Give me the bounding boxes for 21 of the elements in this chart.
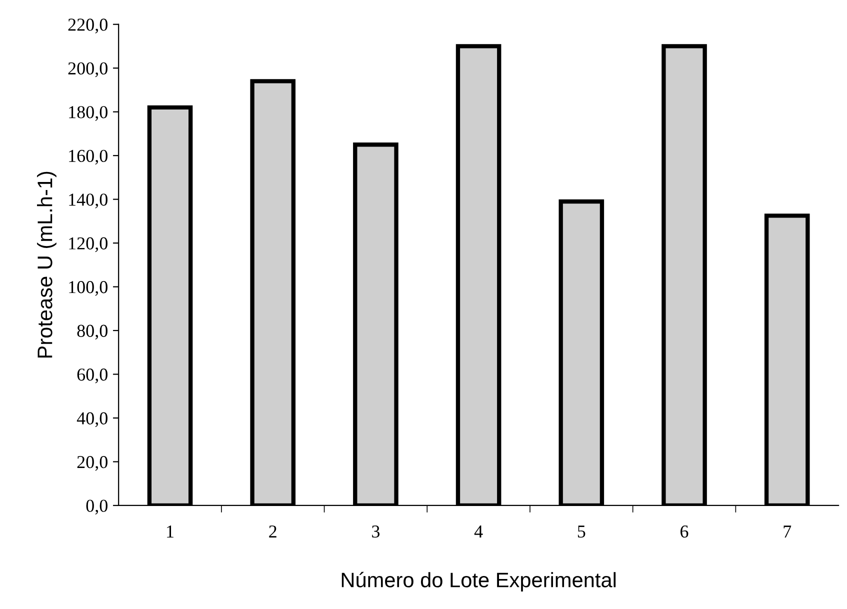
x-tick-label: 2 xyxy=(269,525,276,538)
y-axis-title: Protease U (mL.h-1) xyxy=(37,172,56,358)
y-tick-label: 180,0 xyxy=(69,106,108,121)
y-tick-label: 40,0 xyxy=(76,412,108,428)
x-tick-label: 7 xyxy=(784,526,792,538)
y-tick-label: 60,0 xyxy=(77,368,108,384)
x-tick-label: 1 xyxy=(167,526,174,538)
y-tick-label: 20,0 xyxy=(77,456,108,471)
y-tick-label: 120,0 xyxy=(69,237,108,252)
y-tick-label: 160,0 xyxy=(69,150,108,165)
y-tick-label: 200,0 xyxy=(68,62,108,78)
x-axis-title: Número do Lote Experimental xyxy=(342,572,616,592)
y-tick-label: 140,0 xyxy=(69,194,108,208)
y-tick-label: 220,0 xyxy=(68,18,108,34)
x-tick-label: 4 xyxy=(474,526,483,538)
x-tick-label: 6 xyxy=(680,525,688,538)
x-tick-label: 5 xyxy=(578,526,586,538)
y-tick-label: 80,0 xyxy=(77,324,108,340)
y-tick-label: 0,0 xyxy=(86,500,108,515)
y-tick-label: 100,0 xyxy=(69,281,108,296)
x-tick-label: 3 xyxy=(372,525,380,538)
